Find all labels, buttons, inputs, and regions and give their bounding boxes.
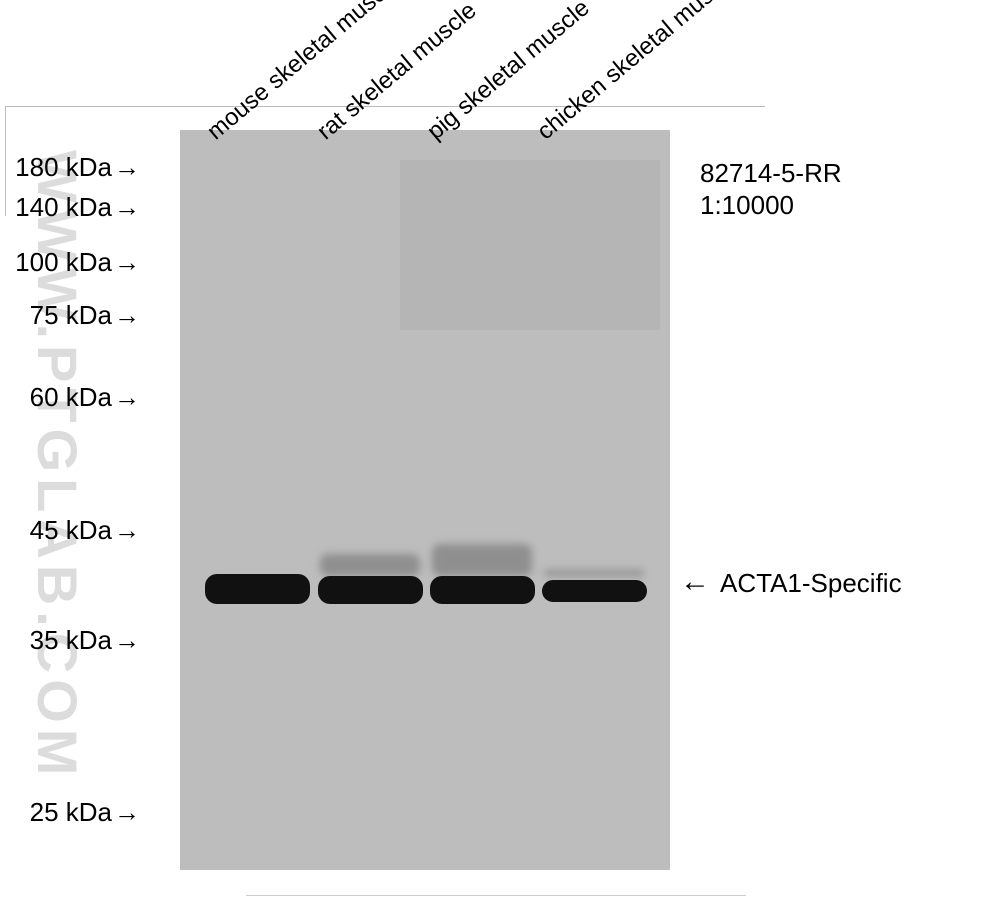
frame-rule-bottom xyxy=(246,895,746,896)
ladder-arrow-icon: → xyxy=(114,152,140,182)
blot-membrane xyxy=(180,130,670,870)
antibody-dilution: 1:10000 xyxy=(700,190,794,221)
ladder-label-100: 100 kDa→ xyxy=(0,247,140,278)
ladder-label-60: 60 kDa→ xyxy=(0,382,140,413)
ladder-arrow-icon: → xyxy=(114,515,140,545)
ladder-arrow-icon: → xyxy=(114,625,140,655)
band-lane-4 xyxy=(542,580,647,602)
band-smear-lane-2 xyxy=(320,554,420,576)
ladder-text: 140 kDa xyxy=(15,192,112,222)
ladder-text: 75 kDa xyxy=(30,300,112,330)
ladder-text: 35 kDa xyxy=(30,625,112,655)
ladder-text: 25 kDa xyxy=(30,797,112,827)
ladder-arrow-icon: → xyxy=(114,382,140,412)
watermark-text: WWW.PTGLAB.COM xyxy=(25,150,90,781)
antibody-catalog: 82714-5-RR xyxy=(700,158,842,189)
ladder-text: 60 kDa xyxy=(30,382,112,412)
ladder-label-140: 140 kDa→ xyxy=(0,192,140,223)
ladder-label-45: 45 kDa→ xyxy=(0,515,140,546)
target-arrow-icon: ← xyxy=(680,565,710,599)
ladder-label-35: 35 kDa→ xyxy=(0,625,140,656)
ladder-label-25: 25 kDa→ xyxy=(0,797,140,828)
western-blot-figure: WWW.PTGLAB.COM 180 kDa→ 140 kDa→ 100 kDa… xyxy=(0,0,1000,903)
ladder-arrow-icon: → xyxy=(114,192,140,222)
band-lane-3 xyxy=(430,576,535,604)
band-lane-1 xyxy=(205,574,310,604)
band-smear-lane-4 xyxy=(544,570,644,576)
ladder-arrow-icon: → xyxy=(114,797,140,827)
ladder-arrow-icon: → xyxy=(114,247,140,277)
target-label: ACTA1-Specific xyxy=(720,568,902,599)
ladder-arrow-icon: → xyxy=(114,300,140,330)
ladder-text: 45 kDa xyxy=(30,515,112,545)
blot-shade-patch xyxy=(400,160,660,330)
band-smear-lane-3 xyxy=(432,544,532,576)
ladder-text: 100 kDa xyxy=(15,247,112,277)
ladder-label-180: 180 kDa→ xyxy=(0,152,140,183)
ladder-text: 180 kDa xyxy=(15,152,112,182)
ladder-label-75: 75 kDa→ xyxy=(0,300,140,331)
band-lane-2 xyxy=(318,576,423,604)
